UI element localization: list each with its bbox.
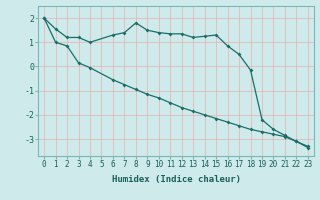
X-axis label: Humidex (Indice chaleur): Humidex (Indice chaleur) xyxy=(111,175,241,184)
